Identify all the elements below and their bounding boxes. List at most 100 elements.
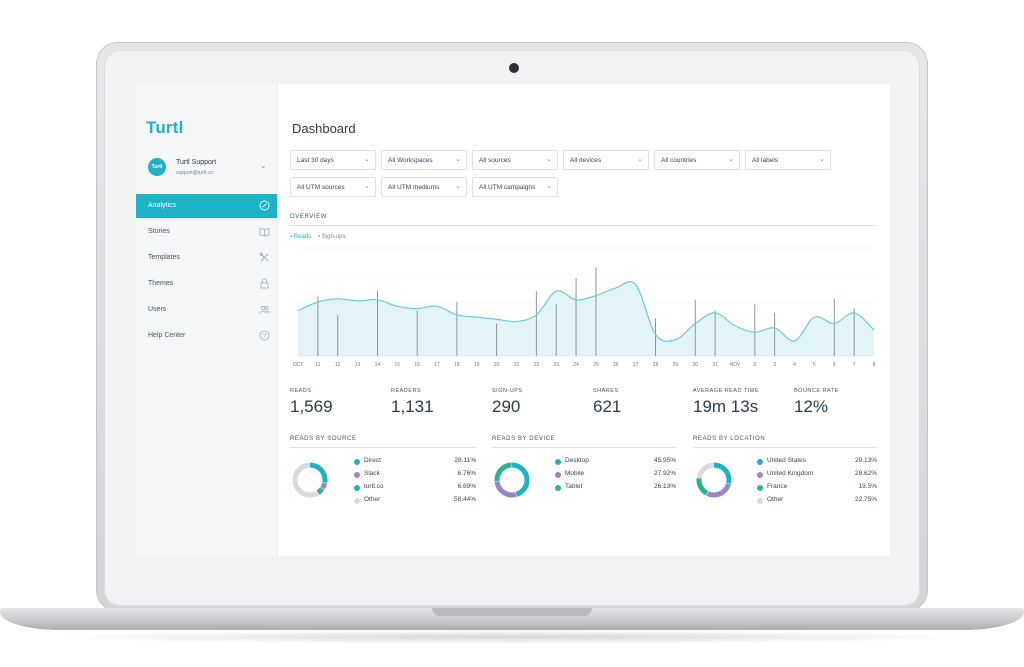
turtl-logo[interactable]: Turtl [146, 118, 184, 137]
chevron-down-icon[interactable]: ⌄ [260, 161, 267, 170]
reads-by-source-title: READS BY SOURCE [290, 436, 357, 442]
donut-slice[interactable] [494, 462, 530, 498]
breakdown-name: turtl.co [364, 483, 384, 490]
chevron-down-icon: ⌄ [546, 156, 552, 163]
x-tick-label: 18 [454, 362, 460, 368]
legend-reads-label: Reads [293, 234, 312, 240]
legend-dot [757, 458, 763, 465]
utm-sources-dropdown[interactable]: All UTM sources ⌄ [290, 177, 376, 197]
x-tick-label: 26 [613, 362, 619, 368]
sidebar-item-label: Analytics [148, 202, 177, 209]
list-item: Slack 6.76% [354, 470, 476, 480]
x-tick-label: 23 [553, 362, 559, 368]
filter-label: All UTM mediums [388, 184, 440, 191]
sources-dropdown[interactable]: All sources ⌄ [472, 150, 558, 170]
laptop-shadow [40, 630, 984, 644]
stat-value: 1,569 [290, 397, 333, 416]
chevron-down-icon: ⌄ [455, 156, 461, 163]
breakdown-value: 27.92% [653, 470, 676, 477]
svg-text:?: ? [263, 334, 267, 340]
sidebar: Turtl Turtl Turtl Support support@turtl.… [136, 84, 278, 556]
filter-label: All devices [570, 157, 602, 164]
page-title: Dashboard [292, 121, 356, 136]
breakdown-value: 19.5% [858, 483, 877, 490]
x-tick-label: 3 [773, 362, 776, 368]
breakdown-name: Desktop [565, 457, 589, 464]
stat-label: READS [290, 388, 312, 394]
stat-average-read-time: AVERAGE READ TIME 19m 13s [693, 388, 759, 417]
donut-slice[interactable] [494, 462, 530, 498]
overview-title: OVERVIEW [290, 214, 328, 220]
donut-slice[interactable] [696, 462, 732, 498]
breakdown-value: 28.11% [454, 457, 476, 464]
chevron-down-icon: ⌄ [819, 156, 825, 163]
donut-slice[interactable] [292, 462, 328, 498]
stat-shares: SHARES 621 [593, 388, 621, 417]
filter-label: All UTM sources [297, 184, 345, 191]
chevron-down-icon: ⌄ [364, 183, 370, 190]
sidebar-item-templates[interactable]: Templates [136, 246, 277, 270]
x-tick-label: 22 [534, 362, 540, 368]
utm-campaigns-dropdown[interactable]: All UTM campaigns ⌄ [472, 177, 558, 197]
x-tick-label: 15 [395, 362, 401, 368]
x-tick-label: 27 [633, 362, 639, 368]
stat-signups: SIGN-UPS 290 [492, 388, 523, 417]
sidebar-item-stories[interactable]: Stories [136, 220, 277, 244]
stat-readers: READERS 1,131 [391, 388, 434, 417]
breakdown-value: 45.95% [653, 457, 676, 464]
breakdown-value: 22.75% [854, 496, 877, 503]
legend-dot [555, 458, 561, 465]
list-item: France 19.5% [757, 483, 877, 493]
legend-reads[interactable]: ▪ Reads [290, 234, 312, 240]
x-tick-label: 29 [673, 362, 679, 368]
sidebar-item-themes[interactable]: Themes [136, 272, 277, 296]
app-screen: Turtl Turtl Turtl Support support@turtl.… [136, 84, 890, 556]
x-tick-label: 11 [315, 362, 320, 368]
donut-slice[interactable] [696, 462, 732, 498]
date-range-dropdown[interactable]: Last 30 days ⌄ [290, 150, 376, 170]
filter-label: All labels [752, 157, 779, 164]
legend-signups[interactable]: ▪ Sign-ups [318, 234, 346, 240]
section-divider [492, 447, 676, 448]
utm-mediums-dropdown[interactable]: All UTM mediums ⌄ [381, 177, 467, 197]
filter-label: Last 30 days [297, 157, 334, 164]
section-divider [693, 447, 877, 448]
breakdown-name: Direct [364, 457, 381, 464]
x-tick-label: 14 [375, 362, 381, 368]
donut-slice[interactable] [696, 462, 732, 498]
laptop-notch [432, 608, 592, 616]
x-tick-label: 20 [494, 362, 500, 368]
legend-dot [555, 484, 561, 491]
webcam [509, 63, 519, 73]
breakdown-value: 6.69% [457, 483, 476, 490]
list-item: Tablet 26.13% [555, 483, 676, 493]
account-name: Turtl Support [176, 159, 217, 166]
analytics-icon [259, 200, 270, 211]
x-tick-label: 21 [514, 362, 520, 368]
filter-label: All sources [479, 157, 511, 164]
sidebar-item-users[interactable]: Users [136, 298, 277, 322]
labels-dropdown[interactable]: All labels ⌄ [745, 150, 831, 170]
stat-value: 12% [794, 397, 829, 416]
reads-area [298, 281, 874, 356]
chevron-down-icon: ⌄ [546, 183, 552, 190]
legend-signups-label: Sign-ups [321, 234, 346, 240]
laptop-base [0, 608, 1024, 630]
devices-dropdown[interactable]: All devices ⌄ [563, 150, 649, 170]
workspaces-dropdown[interactable]: All Workspaces ⌄ [381, 150, 467, 170]
reads-line[interactable] [297, 281, 875, 342]
list-item: turtl.co 6.69% [354, 483, 476, 493]
legend-dot [354, 484, 360, 491]
sidebar-item-analytics[interactable]: Analytics [136, 194, 277, 218]
stat-label: SHARES [593, 388, 619, 394]
list-item: United States 29.13% [757, 457, 877, 467]
account-switcher[interactable]: Turtl Turtl Support support@turtl.co ⌄ [146, 156, 270, 182]
sidebar-item-help-center[interactable]: Help Center ? [136, 324, 277, 348]
section-divider [290, 447, 476, 448]
countries-dropdown[interactable]: All countries ⌄ [654, 150, 740, 170]
breakdown-name: France [767, 483, 788, 490]
x-tick-label: 12 [335, 362, 341, 368]
avatar: Turtl [148, 158, 166, 176]
x-tick-label: 8 [873, 362, 876, 368]
chevron-down-icon: ⌄ [455, 183, 461, 190]
